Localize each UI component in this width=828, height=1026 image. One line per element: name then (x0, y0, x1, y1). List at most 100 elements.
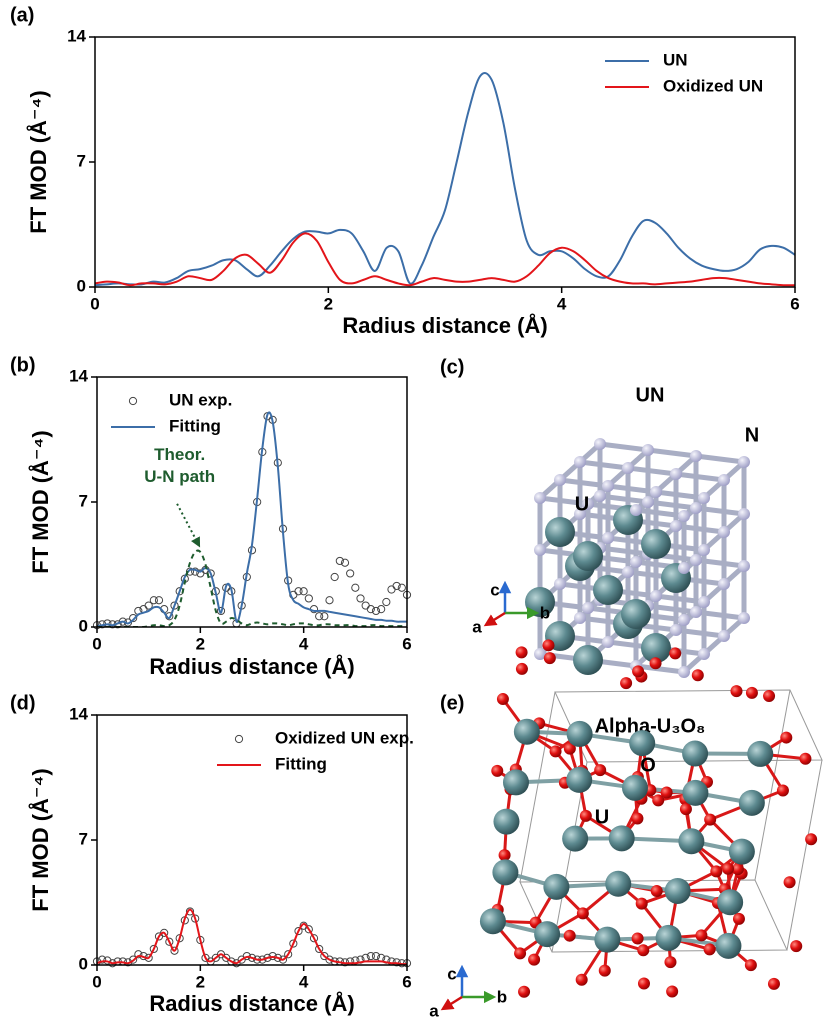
atom (650, 590, 662, 602)
atom (695, 929, 708, 942)
y-tick-label: 14 (69, 704, 88, 723)
atom (574, 612, 586, 624)
atom (678, 562, 690, 574)
atom (747, 740, 774, 767)
axis-arrow (440, 995, 463, 1011)
legend-label: Fitting (169, 416, 221, 435)
x-tick-label: 4 (299, 972, 309, 991)
data-point (149, 596, 158, 605)
atom (605, 870, 632, 897)
atom (598, 964, 611, 977)
atom (682, 740, 709, 767)
atom (543, 873, 570, 900)
atom (594, 764, 607, 777)
bond (607, 483, 657, 495)
atom (534, 921, 561, 948)
data-point (294, 926, 303, 936)
structure-title: UN (636, 384, 665, 406)
atom (534, 492, 546, 504)
data-point (392, 581, 401, 591)
y-tick-label: 14 (67, 26, 86, 45)
atom (575, 973, 588, 986)
atom (732, 912, 745, 925)
atom (630, 504, 642, 516)
atom (582, 498, 594, 510)
data-point (356, 594, 365, 603)
atom (534, 544, 546, 556)
data-point (315, 944, 324, 954)
atom (715, 932, 742, 959)
atom (498, 849, 511, 862)
atom (718, 526, 730, 538)
atom (698, 648, 710, 660)
bond (655, 489, 705, 501)
atom-label: U (575, 493, 589, 515)
cell (754, 689, 791, 881)
atom (642, 444, 654, 456)
atom (622, 462, 634, 474)
atom (630, 556, 642, 568)
x-tick-label: 2 (196, 634, 205, 653)
atom (738, 508, 750, 520)
data-point (309, 934, 319, 943)
axis-letter: a (472, 617, 482, 636)
atom (649, 657, 662, 670)
atom (554, 474, 566, 486)
atom-label: O (640, 754, 656, 776)
atom (767, 977, 780, 990)
data-point (377, 605, 386, 614)
legend-label: Oxidized UN (663, 76, 763, 95)
data-point (160, 928, 169, 937)
legend-label: Fitting (275, 754, 327, 773)
atom (574, 456, 586, 468)
data-line (97, 549, 407, 627)
y-tick-label: 7 (77, 151, 86, 170)
data-point (216, 606, 226, 616)
plot-frame (96, 714, 408, 966)
atom (738, 456, 750, 468)
atom (650, 884, 663, 897)
atom (718, 474, 730, 486)
atom (682, 779, 709, 806)
atom (608, 825, 635, 852)
atom (669, 647, 682, 660)
data-point (129, 955, 138, 964)
atom (698, 596, 710, 608)
atom (502, 769, 529, 796)
atom (717, 889, 744, 916)
atom (621, 599, 651, 629)
atom (641, 529, 671, 559)
atom (621, 774, 648, 801)
atom (790, 940, 803, 953)
data-point (242, 951, 251, 961)
atom (573, 541, 603, 571)
atom (679, 803, 692, 816)
atom (602, 636, 614, 648)
data-line (97, 908, 407, 965)
atom (704, 813, 717, 826)
atom (534, 648, 546, 660)
x-tick-label: 0 (92, 634, 101, 653)
atom (664, 956, 677, 969)
bond (655, 593, 705, 605)
bond (559, 477, 609, 489)
y-tick-label: 7 (79, 491, 88, 510)
atom (805, 833, 818, 846)
atom (629, 730, 656, 757)
atom (566, 720, 593, 747)
data-point (299, 587, 308, 596)
atom-label: U (595, 806, 609, 828)
atom (690, 606, 702, 618)
atom (703, 943, 716, 956)
data-point (340, 558, 350, 567)
atom (637, 977, 650, 990)
panel-label: (c) (440, 356, 464, 378)
y-tick-label: 7 (79, 829, 88, 848)
legend-marker (128, 396, 138, 406)
data-point (371, 606, 381, 616)
data-point (170, 601, 179, 610)
atom (479, 908, 506, 935)
data-line (97, 411, 407, 627)
atom (637, 944, 650, 957)
atom (566, 766, 593, 793)
